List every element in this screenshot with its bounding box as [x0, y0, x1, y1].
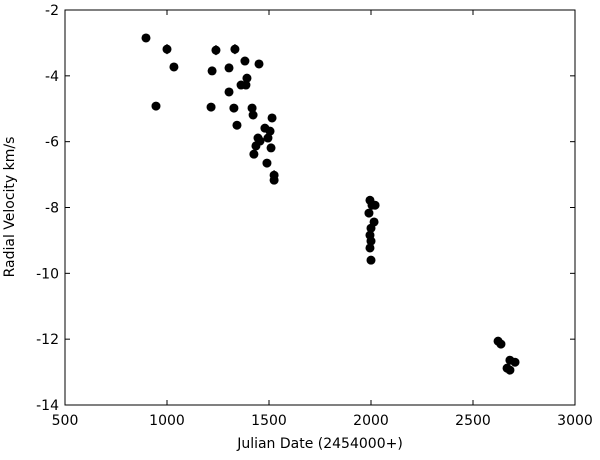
point [366, 255, 376, 265]
point [247, 103, 257, 113]
y-tick-label: -14 [36, 398, 59, 414]
x-tick-label: 3000 [557, 413, 593, 429]
y-axis-label: Radial Velocity km/s [2, 137, 18, 278]
point [365, 243, 375, 253]
point [254, 59, 264, 69]
y-tick-label: -12 [36, 332, 59, 348]
point [224, 63, 234, 73]
point [255, 136, 265, 146]
point [366, 236, 376, 246]
point [262, 158, 272, 168]
y-tick-label: -8 [45, 201, 59, 217]
point [248, 110, 258, 120]
x-tick-label: 2000 [353, 413, 389, 429]
x-tick-label: 500 [52, 413, 79, 429]
point [232, 120, 242, 130]
point [267, 113, 277, 123]
point [230, 44, 240, 54]
point [265, 126, 275, 136]
point [502, 363, 512, 373]
point [169, 62, 179, 72]
point [162, 44, 172, 54]
point [364, 208, 374, 218]
point [370, 200, 380, 210]
point [510, 357, 520, 367]
y-tick-label: -6 [45, 135, 59, 151]
point [366, 223, 376, 233]
y-tick-label: -4 [45, 69, 59, 85]
point [207, 66, 217, 76]
point [206, 102, 216, 112]
point [240, 56, 250, 66]
point [269, 175, 279, 185]
x-tick-label: 1500 [251, 413, 287, 429]
x-tick-label: 1000 [149, 413, 185, 429]
y-tick-label: -2 [45, 3, 59, 19]
point [266, 143, 276, 153]
x-tick-label: 2500 [455, 413, 491, 429]
point [242, 73, 252, 83]
point [141, 33, 151, 43]
point [151, 101, 161, 111]
point [241, 80, 251, 90]
point [224, 87, 234, 97]
point [211, 45, 221, 55]
y-tick-label: -10 [36, 266, 59, 282]
point [263, 133, 273, 143]
point [229, 103, 239, 113]
point [496, 339, 506, 349]
x-axis-label: Julian Date (2454000+) [236, 436, 403, 452]
point [249, 149, 259, 159]
